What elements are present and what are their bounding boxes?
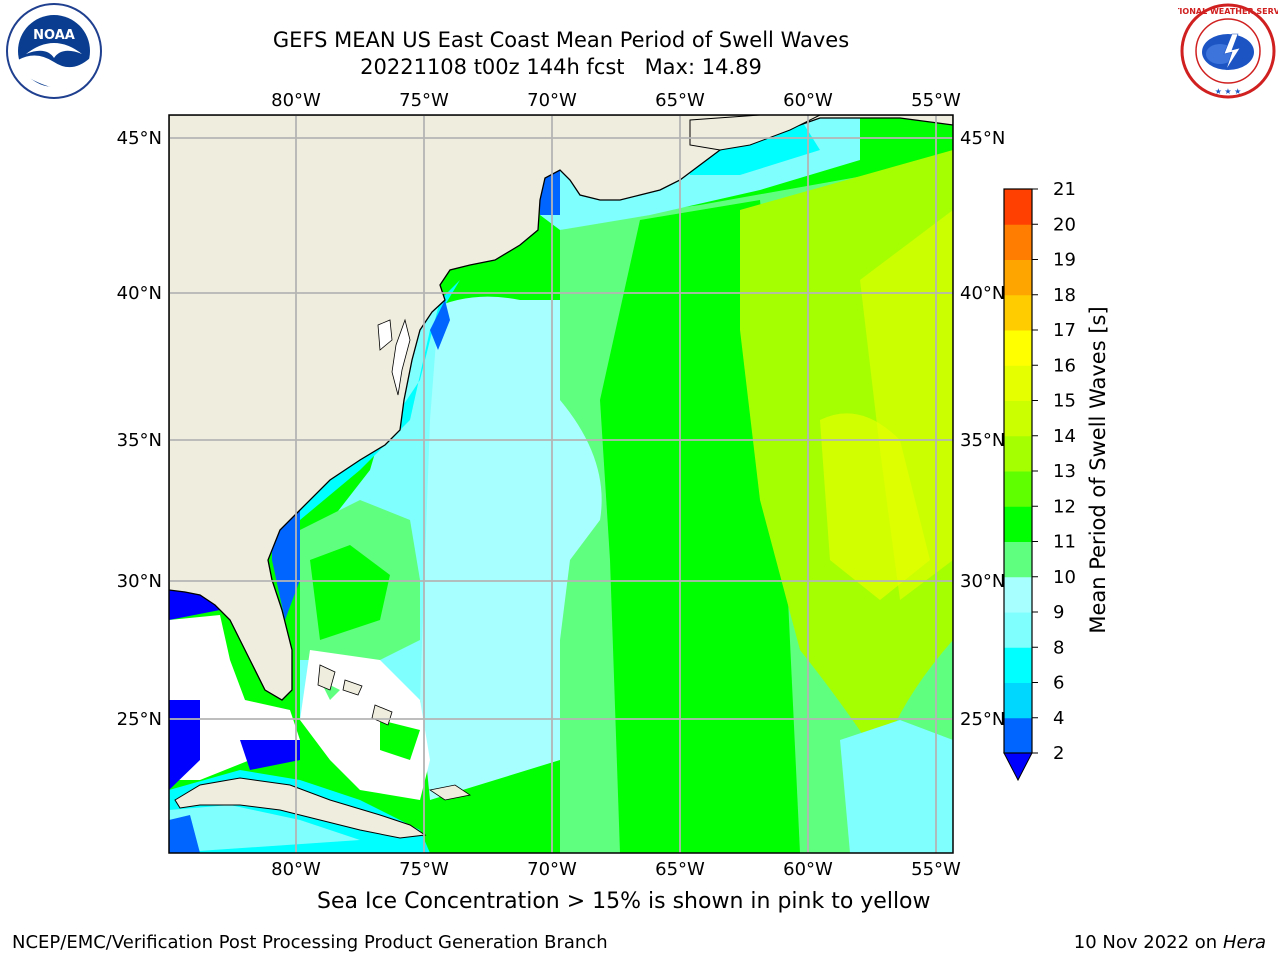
lon-label: 70°W: [527, 90, 577, 111]
lat-label: 30°N: [117, 571, 162, 592]
colorbar: 2 4 6 8 9 10 11 12 13 14 15 16 17 18 19 20 21: [1003, 179, 1076, 782]
lon-label: 65°W: [655, 859, 705, 880]
lat-labels-left: 45°N 40°N 35°N 30°N 25°N: [117, 128, 162, 730]
lon-label: 65°W: [655, 90, 705, 111]
date-text: 10 Nov 2022 on: [1073, 932, 1218, 953]
lon-labels-bottom: 80°W 75°W 70°W 65°W 60°W 55°W: [271, 859, 961, 880]
colorbar-segment: [1004, 647, 1032, 683]
colorbar-tick-label: 2: [1053, 743, 1064, 764]
noaa-logo: NOAA: [6, 3, 102, 99]
colorbar-extend-triangle: [1003, 752, 1033, 782]
svg-text:NATIONAL WEATHER SERVICE: NATIONAL WEATHER SERVICE: [1178, 7, 1278, 16]
colorbar-tick-label: 8: [1053, 637, 1064, 658]
lat-labels-right: 45°N 40°N 35°N 30°N 25°N: [960, 128, 1005, 730]
graticule: [169, 115, 953, 853]
lat-label: 40°N: [960, 283, 1005, 304]
colorbar-tick-label: 6: [1053, 673, 1064, 694]
colorbar-segment: [1004, 541, 1032, 578]
credit-text: NCEP/EMC/Verification Post Processing Pr…: [12, 932, 608, 953]
colorbar-tick-label: 13: [1053, 461, 1076, 482]
svg-text:★ ★ ★: ★ ★ ★: [1215, 87, 1242, 96]
colorbar-tick-label: 17: [1053, 320, 1076, 341]
lon-label: 55°W: [911, 859, 961, 880]
lon-label: 55°W: [911, 90, 961, 111]
colorbar-segment: [1004, 224, 1032, 260]
colorbar-tick-label: 19: [1053, 250, 1076, 271]
lat-label: 25°N: [117, 709, 162, 730]
lon-label: 80°W: [271, 90, 321, 111]
machine-name: Hera: [1222, 932, 1266, 953]
colorbar-tick-label: 16: [1053, 355, 1076, 376]
colorbar-segment: [1004, 400, 1032, 437]
colorbar-tick-label: 12: [1053, 496, 1076, 517]
lat-label: 35°N: [960, 430, 1005, 451]
lat-label: 35°N: [117, 430, 162, 451]
sea-ice-note: Sea Ice Concentration > 15% is shown in …: [317, 889, 931, 914]
lon-label: 70°W: [527, 859, 577, 880]
nws-logo: NATIONAL WEATHER SERVICE ★ ★ ★: [1178, 3, 1278, 99]
lon-label: 75°W: [399, 859, 449, 880]
map-frame: [168, 114, 954, 854]
noaa-logo-text: NOAA: [33, 28, 75, 43]
colorbar-segment: [1004, 506, 1032, 542]
colorbar-segment: [1004, 365, 1032, 401]
plot-subtitle: 20221108 t00z 144h fcst Max: 14.89: [360, 55, 762, 79]
colorbar-segment: [1004, 330, 1032, 366]
lon-label: 60°W: [783, 859, 833, 880]
colorbar-segment: [1004, 612, 1032, 648]
lat-label: 40°N: [117, 283, 162, 304]
lat-label: 45°N: [117, 128, 162, 149]
lon-label: 75°W: [399, 90, 449, 111]
lat-label: 45°N: [960, 128, 1005, 149]
colorbar-tick-label: 14: [1053, 426, 1076, 447]
colorbar-segment: [1004, 717, 1032, 754]
colorbar-tick-label: 4: [1053, 708, 1064, 729]
colorbar-tick-label: 9: [1053, 602, 1064, 623]
lon-labels-top: 80°W 75°W 70°W 65°W 60°W 55°W: [271, 90, 961, 111]
colorbar-segment: [1004, 189, 1032, 225]
plot-title: GEFS MEAN US East Coast Mean Period of S…: [272, 28, 850, 52]
lat-label: 25°N: [960, 709, 1005, 730]
lon-label: 60°W: [783, 90, 833, 111]
colorbar-tick-label: 15: [1053, 391, 1076, 412]
colorbar-segment: [1004, 435, 1032, 472]
colorbar-tick-label: 10: [1053, 567, 1076, 588]
land-mask: [169, 115, 953, 839]
date-stamp: 10 Nov 2022 on Hera: [1074, 932, 1266, 953]
colorbar-segment: [1004, 294, 1032, 331]
colorbar-segment: [1004, 471, 1032, 507]
colorbar-segment: [1004, 259, 1032, 296]
colorbar-tick-label: 11: [1053, 532, 1076, 553]
lon-label: 80°W: [271, 859, 321, 880]
colorbar-label: Mean Period of Swell Waves [s]: [1086, 306, 1110, 633]
colorbar-tick-label: 20: [1053, 214, 1076, 235]
colorbar-segment: [1004, 576, 1032, 613]
lat-label: 30°N: [960, 571, 1005, 592]
colorbar-segment: [1004, 682, 1032, 719]
colorbar-tick-label: 18: [1053, 285, 1076, 306]
colorbar-tick-label: 21: [1053, 179, 1076, 200]
